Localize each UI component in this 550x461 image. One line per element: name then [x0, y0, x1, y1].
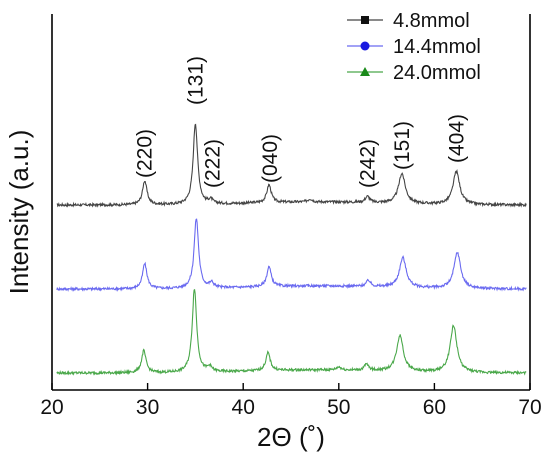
peak-label: (404)	[445, 114, 468, 163]
peak-label: (151)	[391, 121, 414, 170]
peak-label: (220)	[134, 129, 157, 178]
series-line-4.8mmol	[56, 123, 527, 208]
legend-label: 14.4mmol	[393, 36, 481, 58]
x-tick-label: 70	[518, 396, 541, 419]
series-line-24.0mmol	[56, 288, 527, 376]
peak-label: (131)	[184, 56, 207, 105]
legend: 4.8mmol 14.4mmol 24.0mmol	[347, 10, 481, 84]
legend-label: 4.8mmol	[393, 10, 470, 32]
legend-marker-square	[361, 16, 369, 24]
y-axis-title: Intensity (a.u.)	[4, 130, 34, 295]
x-tick-label: 30	[136, 396, 159, 419]
peak-annotations: (220) (131) (222) (040) (242) (151) (404)	[134, 56, 469, 188]
x-tick-label: 50	[327, 396, 350, 419]
legend-marker-triangle	[360, 67, 370, 76]
plot-frame	[51, 14, 531, 391]
x-tick-label: 20	[40, 396, 63, 419]
peak-label: (040)	[259, 134, 282, 183]
x-tick-label: 40	[232, 396, 255, 419]
series-line-14.4mmol	[56, 218, 527, 292]
x-tick-label: 60	[423, 396, 446, 419]
legend-marker-circle	[360, 41, 370, 51]
peak-label: (222)	[202, 139, 225, 188]
x-axis-title: 2Θ (˚)	[257, 422, 325, 452]
peak-label: (242)	[356, 139, 379, 188]
legend-label: 24.0mmol	[393, 62, 481, 84]
x-axis: 20 30 40 50 60 70	[40, 383, 542, 419]
series-layer	[56, 123, 527, 376]
